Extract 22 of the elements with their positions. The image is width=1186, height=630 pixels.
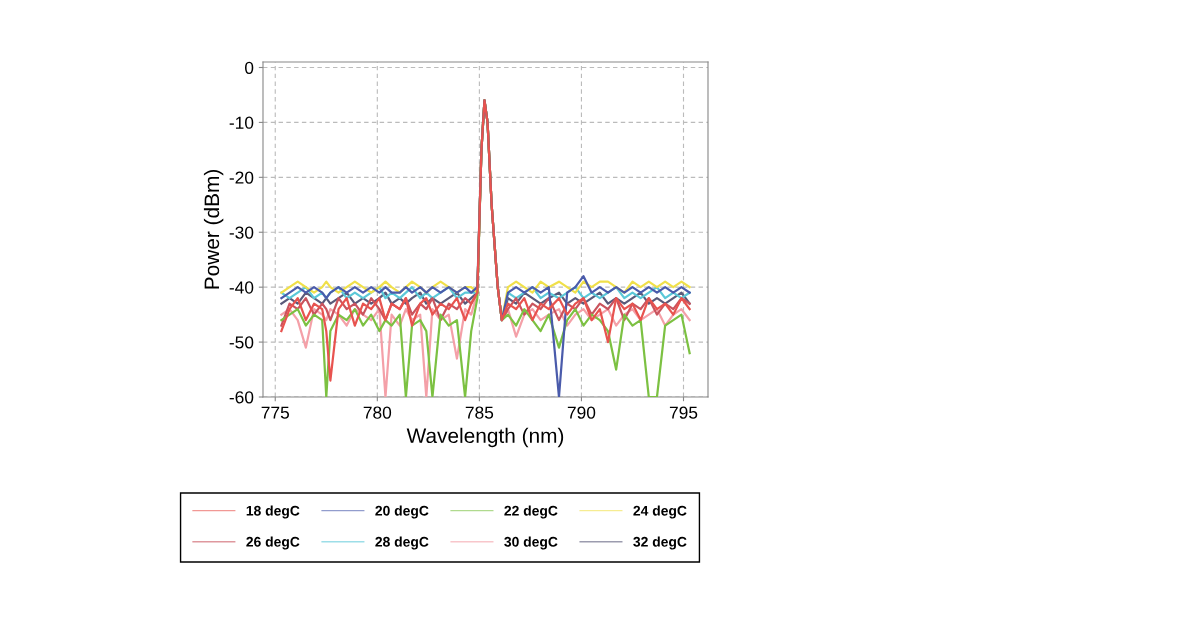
x-tick-label: 775 <box>261 406 289 419</box>
legend-label: 32 degC <box>633 536 687 550</box>
x-tick-label: 785 <box>465 406 494 419</box>
y-tick-label: -60 <box>229 391 254 404</box>
y-tick-label: -40 <box>229 281 254 294</box>
legend-label: 18 degC <box>246 505 300 519</box>
x-tick-label: 780 <box>363 406 392 419</box>
x-tick-label: 790 <box>567 406 596 419</box>
y-axis-title: Power (dBm) <box>203 170 224 289</box>
y-tick-label: -30 <box>229 226 254 239</box>
y-tick-label: -20 <box>229 171 254 184</box>
y-tick-label: -50 <box>229 336 254 349</box>
x-axis-title: Wavelength (nm) <box>406 427 564 448</box>
legend-label: 24 degC <box>633 505 687 519</box>
legend-label: 26 degC <box>246 536 300 550</box>
y-tick-label: -10 <box>229 116 254 129</box>
legend-label: 30 degC <box>504 536 558 550</box>
legend-label: 20 degC <box>375 505 429 519</box>
x-tick-label: 795 <box>669 406 698 419</box>
y-tick-label: 0 <box>245 61 254 74</box>
legend-label: 22 degC <box>504 505 558 519</box>
legend-label: 28 degC <box>375 536 429 550</box>
